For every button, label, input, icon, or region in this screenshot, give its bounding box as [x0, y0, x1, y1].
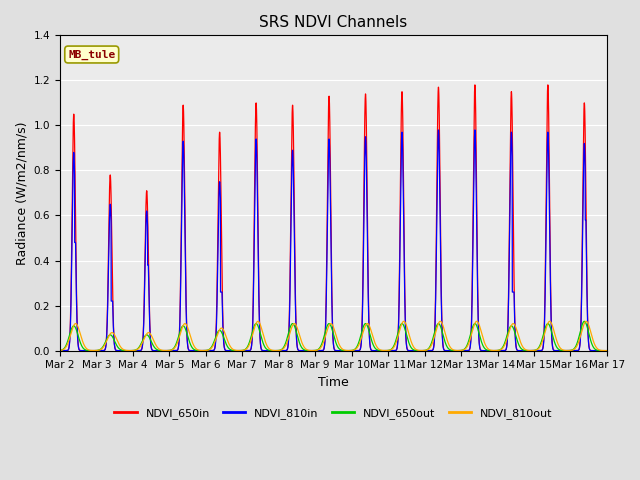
NDVI_810in [487, 348, 495, 353]
NDVI_810out [582, 318, 590, 324]
NDVI_810out [603, 348, 611, 353]
NDVI_650in [409, 348, 417, 353]
Line: NDVI_810in: NDVI_810in [60, 130, 607, 350]
NDVI_810out [56, 348, 64, 353]
NDVI_810in [603, 348, 611, 353]
NDVI_650in [167, 348, 175, 353]
NDVI_650in [486, 348, 494, 353]
NDVI_810out [409, 343, 417, 348]
Legend: NDVI_650in, NDVI_810in, NDVI_650out, NDVI_810out: NDVI_650in, NDVI_810in, NDVI_650out, NDV… [110, 404, 557, 423]
NDVI_650out [603, 348, 611, 353]
NDVI_810in [56, 348, 64, 353]
NDVI_650in [601, 348, 609, 353]
NDVI_650in [603, 348, 611, 353]
NDVI_810in [409, 348, 417, 353]
NDVI_650out [601, 348, 609, 353]
NDVI_810in [167, 348, 175, 353]
Y-axis label: Radiance (W/m2/nm/s): Radiance (W/m2/nm/s) [15, 121, 28, 265]
NDVI_810out [173, 341, 180, 347]
NDVI_650in [173, 348, 180, 353]
NDVI_810out [261, 337, 269, 343]
NDVI_650out [409, 347, 417, 352]
Title: SRS NDVI Channels: SRS NDVI Channels [259, 15, 408, 30]
NDVI_650in [544, 82, 552, 88]
Line: NDVI_650out: NDVI_650out [60, 321, 607, 350]
NDVI_810in [601, 348, 609, 353]
NDVI_650in [261, 348, 269, 353]
NDVI_810out [167, 348, 175, 353]
NDVI_650out [56, 348, 64, 353]
NDVI_810in [261, 348, 269, 353]
NDVI_650out [173, 339, 180, 345]
NDVI_810out [486, 347, 494, 353]
X-axis label: Time: Time [318, 376, 349, 389]
NDVI_810out [601, 348, 609, 353]
NDVI_650out [167, 347, 175, 353]
NDVI_650out [580, 318, 588, 324]
NDVI_810in [471, 127, 479, 133]
NDVI_650in [56, 348, 64, 353]
Line: NDVI_810out: NDVI_810out [60, 321, 607, 350]
Line: NDVI_650in: NDVI_650in [60, 85, 607, 350]
Text: MB_tule: MB_tule [68, 49, 115, 60]
NDVI_650out [261, 344, 269, 349]
NDVI_810in [173, 348, 180, 353]
NDVI_650out [486, 348, 494, 353]
